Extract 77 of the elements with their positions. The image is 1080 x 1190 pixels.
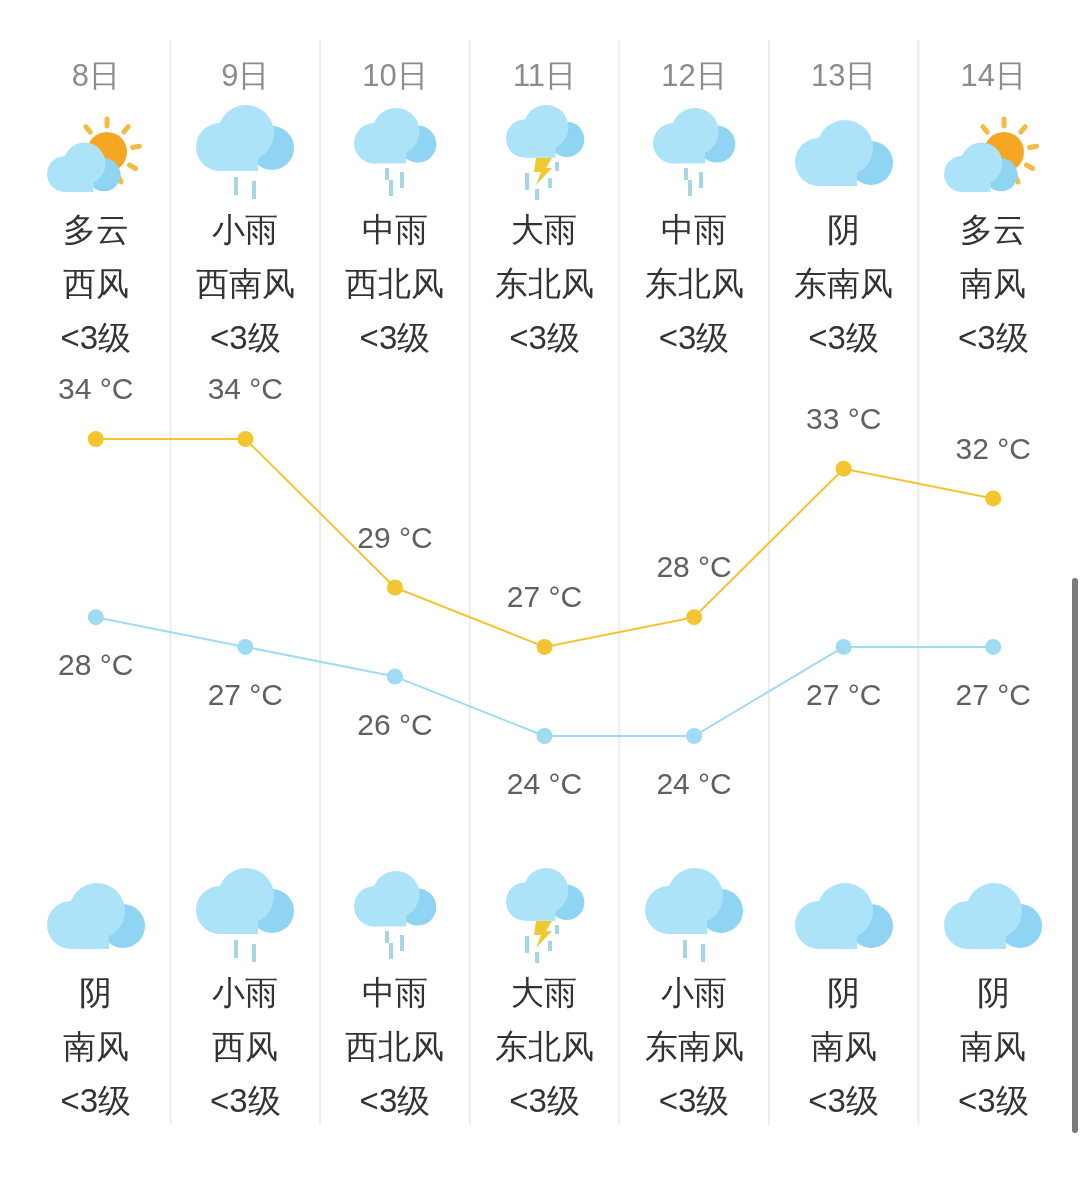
point — [536, 728, 553, 744]
text: 大雨 — [510, 210, 579, 250]
text: 阴 — [826, 973, 862, 1013]
text: 南风 — [61, 1027, 130, 1067]
text: <3级 — [508, 1081, 581, 1121]
x-tick-label: 8日 — [71, 57, 120, 93]
point — [237, 431, 254, 447]
text: <3级 — [358, 318, 432, 358]
data-label: 27 °C — [805, 678, 882, 712]
data-label: 24 °C — [656, 767, 732, 801]
x-tick-label: 9日 — [221, 57, 270, 93]
x-tick-label: 14日 — [960, 57, 1026, 93]
text: 中雨 — [360, 210, 429, 250]
text: <3级 — [657, 1081, 731, 1121]
data-label: 24 °C — [506, 767, 583, 801]
data-label: 33 °C — [805, 401, 882, 435]
data-label: 34 °C — [207, 372, 284, 406]
data-label: 27 °C — [955, 678, 1031, 712]
point — [985, 490, 1002, 507]
data-label: 28 °C — [58, 648, 134, 682]
text: 小雨 — [211, 210, 280, 250]
text: 小雨 — [211, 973, 280, 1013]
x-tick-label: 11日 — [512, 57, 577, 93]
text: 南风 — [959, 1027, 1028, 1067]
point — [536, 638, 553, 655]
text: <3级 — [358, 1081, 432, 1121]
text: <3级 — [956, 318, 1030, 358]
text: 阴 — [975, 973, 1011, 1013]
text: <3级 — [657, 318, 731, 358]
x-tick-label: 13日 — [810, 57, 877, 93]
point — [237, 638, 254, 655]
text: 南风 — [959, 264, 1028, 304]
text: <3级 — [956, 1081, 1030, 1121]
data-label: 26 °C — [357, 707, 433, 741]
point — [985, 638, 1002, 655]
text: 东北风 — [494, 1027, 595, 1067]
point — [87, 431, 104, 447]
text: 南风 — [809, 1027, 878, 1067]
text: 阴 — [78, 973, 114, 1013]
text: 小雨 — [660, 973, 729, 1013]
data-label: 28 °C — [656, 550, 732, 584]
point — [87, 609, 104, 626]
text: 多云 — [61, 210, 130, 250]
text: <3级 — [209, 318, 282, 358]
data-label: 32 °C — [955, 431, 1031, 465]
text: 西风 — [211, 1027, 280, 1067]
point — [686, 609, 703, 626]
text: 大雨 — [510, 973, 579, 1013]
text: 中雨 — [360, 973, 429, 1013]
text: 东南风 — [643, 1027, 745, 1067]
x-tick-label: 10日 — [362, 57, 428, 93]
text: 西北风 — [344, 264, 446, 304]
point — [835, 460, 852, 477]
text: 西风 — [61, 264, 130, 304]
text: 西南风 — [194, 264, 296, 304]
point — [835, 638, 852, 655]
text: <3级 — [508, 318, 581, 358]
text: 阴 — [826, 210, 862, 250]
text: 多云 — [959, 210, 1028, 250]
text: <3级 — [807, 318, 880, 358]
text: <3级 — [209, 1081, 282, 1121]
point — [686, 728, 703, 744]
text: 东北风 — [643, 264, 745, 304]
text: 中雨 — [660, 210, 729, 250]
data-label: 29 °C — [357, 520, 433, 554]
text: <3级 — [59, 318, 133, 358]
data-label: 27 °C — [506, 580, 583, 614]
text: 西北风 — [344, 1027, 446, 1067]
point — [386, 579, 403, 596]
point — [386, 668, 403, 685]
data-label: 27 °C — [207, 678, 284, 712]
text: <3级 — [807, 1081, 880, 1121]
text: 东北风 — [494, 264, 595, 304]
text: 东南风 — [793, 264, 895, 304]
data-label: 34 °C — [58, 372, 134, 406]
text: <3级 — [59, 1081, 133, 1121]
x-tick-label: 12日 — [661, 57, 727, 93]
